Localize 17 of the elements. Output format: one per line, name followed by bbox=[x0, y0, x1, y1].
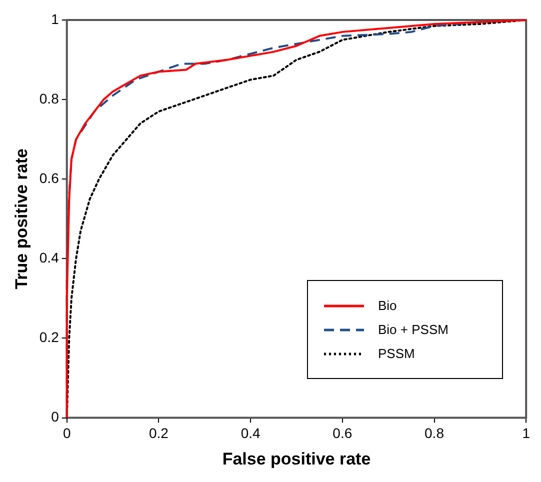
legend-label: Bio bbox=[378, 298, 398, 313]
y-tick-label: 0.6 bbox=[39, 170, 60, 186]
y-axis-title: True positive rate bbox=[12, 148, 31, 290]
y-tick-label: 0 bbox=[51, 408, 60, 425]
x-tick-label: 0.2 bbox=[148, 425, 169, 442]
y-tick-label: 0.4 bbox=[39, 250, 60, 266]
legend-label: PSSM bbox=[378, 346, 416, 361]
x-tick-label: 1 bbox=[522, 425, 530, 442]
y-tick-label: 1 bbox=[51, 10, 60, 27]
legend-label: Bio + PSSM bbox=[378, 322, 450, 337]
y-tick-label: 0.2 bbox=[39, 329, 60, 346]
x-tick-label: 0.8 bbox=[424, 425, 444, 442]
x-axis-title: False positive rate bbox=[222, 449, 371, 468]
x-tick-label: 0.6 bbox=[332, 425, 352, 442]
y-tick-label: 0.8 bbox=[39, 90, 60, 106]
x-tick-label: 0 bbox=[62, 425, 71, 442]
x-tick-label: 0.4 bbox=[240, 425, 260, 442]
